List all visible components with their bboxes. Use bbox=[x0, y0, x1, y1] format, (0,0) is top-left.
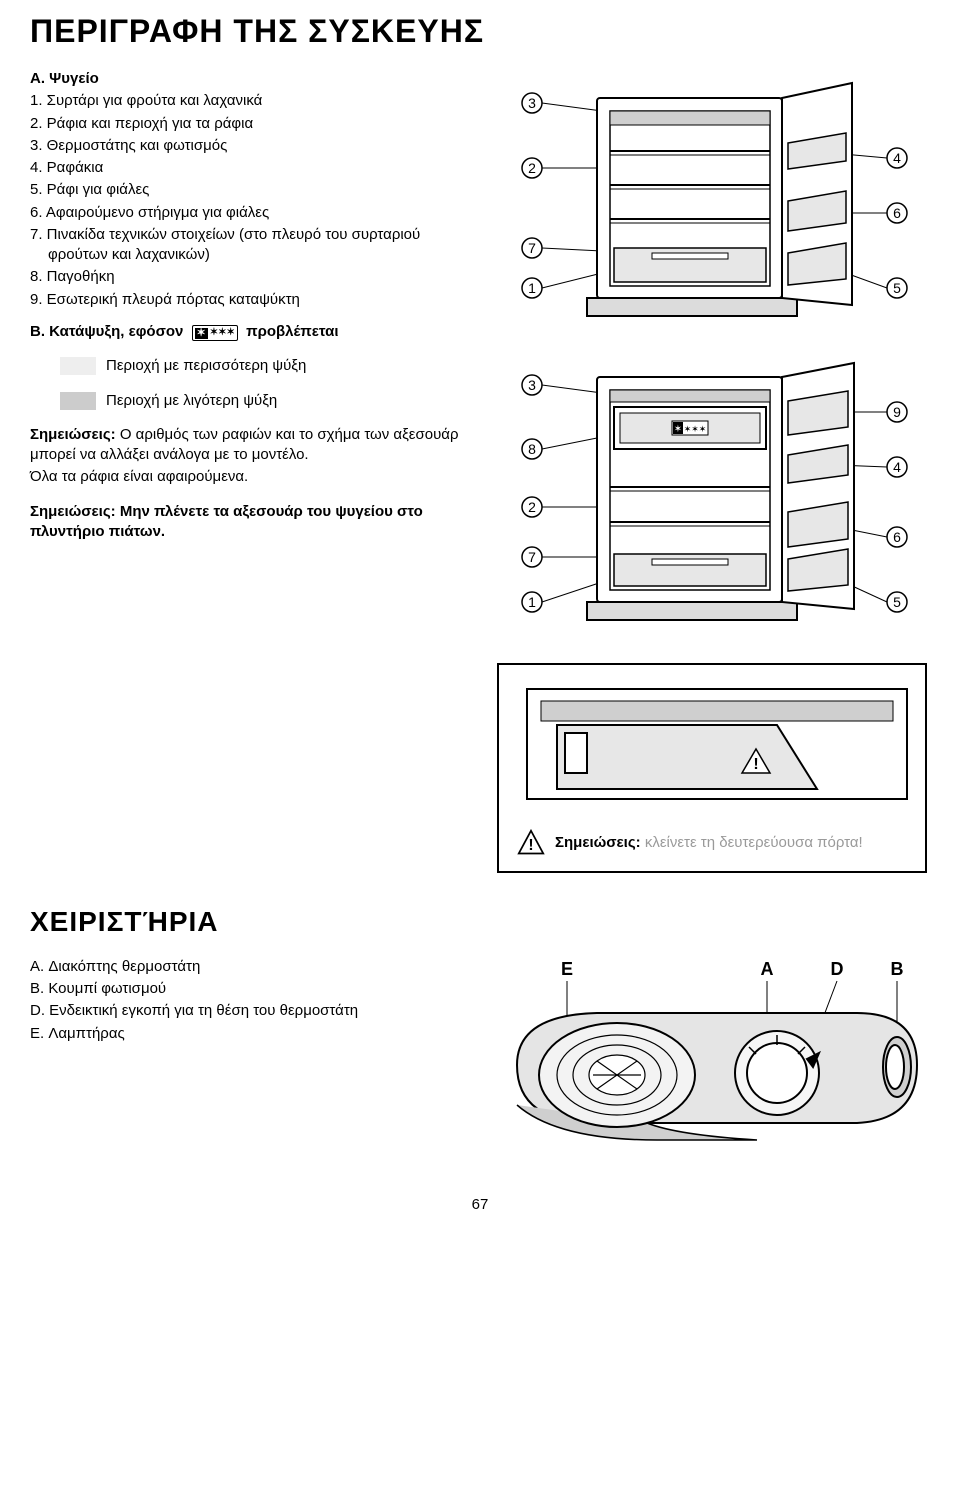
warning-label: Σημειώσεις: bbox=[555, 834, 641, 851]
item-8: 8. Παγοθήκη bbox=[30, 267, 470, 287]
controls-figure-column: E A D B bbox=[494, 955, 930, 1165]
svg-text:3: 3 bbox=[528, 95, 536, 111]
item-6: 6. Αφαιρούμενο στήριγμα για φιάλες bbox=[30, 203, 470, 223]
legend-less-cold-label: Περιοχή με λιγότερη ψύξη bbox=[106, 391, 277, 411]
svg-text:!: ! bbox=[528, 837, 533, 854]
secondary-door-warning: ! ! Σημειώσεις: κλείνετε τη δευτερεύουσα… bbox=[497, 663, 927, 873]
item-7: 7. Πινακίδα τεχνικών στοιχείων (στο πλευ… bbox=[30, 225, 470, 266]
item-2: 2. Ράφια και περιοχή για τα ράφια bbox=[30, 114, 470, 134]
svg-text:4: 4 bbox=[893, 150, 901, 166]
legend-colder: Περιοχή με περισσότερη ψύξη bbox=[60, 356, 470, 376]
svg-text:6: 6 bbox=[893, 205, 901, 221]
svg-text:✶✶✶: ✶✶✶ bbox=[684, 424, 707, 434]
note-2-label: Σημειώσεις: bbox=[30, 503, 116, 520]
group-B-prefix: B. Κατάψυξη, εφόσον bbox=[30, 323, 183, 340]
ctrl-E-text: E. Λαμπτήρας bbox=[30, 1025, 125, 1042]
item-9: 9. Εσωτερική πλευρά πόρτας καταψύκτη bbox=[30, 290, 470, 310]
svg-text:5: 5 bbox=[893, 594, 901, 610]
svg-text:2: 2 bbox=[528, 499, 536, 515]
svg-text:1: 1 bbox=[528, 594, 536, 610]
ctrl-B: B. Κουμπί φωτισμού bbox=[30, 979, 470, 999]
note-2: Σημειώσεις: Μην πλένετε τα αξεσουάρ του … bbox=[30, 502, 470, 543]
item-4: 4. Ραφάκια bbox=[30, 158, 470, 178]
ctrl-A: A. Διακόπτης θερμοστάτη bbox=[30, 957, 470, 977]
svg-text:3: 3 bbox=[528, 377, 536, 393]
ctrl-B-text: B. Κουμπί φωτισμού bbox=[30, 980, 166, 997]
page-number: 67 bbox=[30, 1195, 930, 1215]
swatch-colder bbox=[60, 357, 96, 375]
ctrl-A-text: A. Διακόπτης θερμοστάτη bbox=[30, 958, 200, 975]
label-A: A bbox=[761, 959, 774, 979]
swatch-less-cold bbox=[60, 392, 96, 410]
svg-text:1: 1 bbox=[528, 280, 536, 296]
ctrl-E: E. Λαμπτήρας bbox=[30, 1024, 470, 1044]
description-text-column: A. Ψυγείο 1. Συρτάρι για φρούτα και λαχα… bbox=[30, 67, 470, 873]
svg-text:4: 4 bbox=[893, 459, 901, 475]
svg-text:✶: ✶ bbox=[674, 424, 682, 435]
warning-body: κλείνετε τη δευτερεύουσα πόρτα! bbox=[641, 834, 863, 851]
item-5: 5. Ράφι για φιάλες bbox=[30, 180, 470, 200]
ctrl-D-text: D. Ενδεικτική εγκοπή για τη θέση του θερ… bbox=[30, 1002, 358, 1019]
svg-text:8: 8 bbox=[528, 441, 536, 457]
legend-colder-label: Περιοχή με περισσότερη ψύξη bbox=[106, 356, 306, 376]
note-1: Σημειώσεις: Ο αριθμός των ραφιών και το … bbox=[30, 425, 470, 466]
controls-title: ΧΕΙΡΙΣΤΉΡΙΑ bbox=[30, 903, 930, 941]
fridge-diagram-1: 3 2 7 1 4 6 5 bbox=[502, 73, 922, 333]
warning-text: Σημειώσεις: κλείνετε τη δευτερεύουσα πόρ… bbox=[555, 833, 863, 853]
label-B: B bbox=[891, 959, 904, 979]
item-3: 3. Θερμοστάτης και φωτισμός bbox=[30, 136, 470, 156]
label-E: E bbox=[561, 959, 573, 979]
svg-text:2: 2 bbox=[528, 160, 536, 176]
label-D: D bbox=[831, 959, 844, 979]
svg-text:7: 7 bbox=[528, 549, 536, 565]
fridge-diagram-2: 3 8 2 7 1 9 4 6 5 bbox=[502, 357, 922, 637]
warning-triangle-icon: ! bbox=[517, 829, 545, 857]
ctrl-D: D. Ενδεικτική εγκοπή για τη θέση του θερ… bbox=[30, 1001, 470, 1021]
svg-text:9: 9 bbox=[893, 404, 901, 420]
group-A-label: A. Ψυγείο bbox=[30, 69, 470, 89]
group-B-line: B. Κατάψυξη, εφόσον ✶✶✶✶ προβλέπεται bbox=[30, 322, 470, 342]
svg-text:!: ! bbox=[753, 756, 758, 773]
controls-diagram: E A D B bbox=[497, 955, 927, 1165]
svg-text:7: 7 bbox=[528, 240, 536, 256]
controls-text-column: A. Διακόπτης θερμοστάτη B. Κουμπί φωτισμ… bbox=[30, 955, 470, 1165]
svg-text:6: 6 bbox=[893, 529, 901, 545]
note-1-extra: Όλα τα ράφια είναι αφαιρούμενα. bbox=[30, 467, 470, 487]
note-1-label: Σημειώσεις: bbox=[30, 426, 116, 443]
legend-less-cold: Περιοχή με λιγότερη ψύξη bbox=[60, 391, 470, 411]
svg-text:5: 5 bbox=[893, 280, 901, 296]
group-B-suffix: προβλέπεται bbox=[246, 323, 338, 340]
freezer-rating-icon: ✶✶✶✶ bbox=[192, 322, 238, 342]
secondary-door-diagram: ! bbox=[517, 679, 917, 819]
item-1: 1. Συρτάρι για φρούτα και λαχανικά bbox=[30, 91, 470, 111]
description-title: ΠΕΡΙΓΡΑΦΗ ΤΗΣ ΣΥΣΚΕΥΗΣ bbox=[30, 10, 930, 53]
description-figures-column: 3 2 7 1 4 6 5 bbox=[494, 67, 930, 873]
